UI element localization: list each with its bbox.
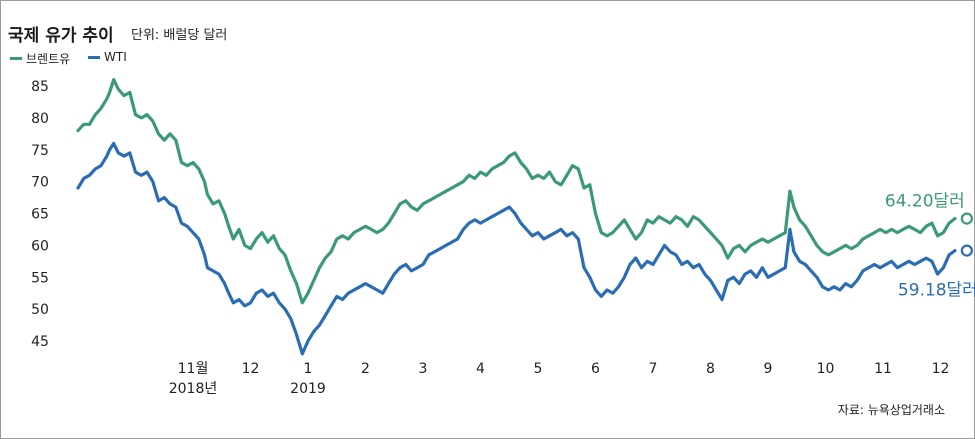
x-tick-label: 12	[242, 361, 260, 377]
x-tick-label: 1	[304, 361, 313, 377]
x-tick-label: 2	[361, 361, 370, 377]
legend-item-brent: 브렌트유	[10, 50, 70, 67]
y-tick-label: 45	[31, 334, 49, 350]
chart-title: 국제 유가 추이	[8, 26, 114, 46]
x-tick-label: 11	[874, 361, 892, 377]
legend-label-brent: 브렌트유	[26, 52, 71, 66]
y-tick-label: 80	[31, 111, 49, 127]
x-tick-sublabel: 2018년	[169, 381, 218, 397]
y-tick-label: 55	[31, 270, 49, 286]
x-tick-label: 4	[476, 361, 485, 377]
x-tick-sublabel: 2019	[290, 381, 326, 397]
y-tick-label: 75	[31, 143, 49, 159]
unit-label: 단위: 배럴당 달러	[131, 28, 228, 43]
x-tick-label: 8	[706, 361, 715, 377]
x-tick-label: 9	[764, 361, 773, 377]
series-line-brent	[76, 78, 957, 305]
legend-label-wti: WTI	[104, 50, 127, 64]
y-tick-label: 65	[31, 207, 49, 223]
x-tick-label: 3	[419, 361, 428, 377]
end-marker-wti	[960, 244, 973, 257]
x-tick-label: 12	[932, 361, 950, 377]
x-tick-label: 10	[817, 361, 835, 377]
end-value-label-brent: 64.20달러	[885, 192, 965, 212]
y-tick-label: 70	[31, 175, 49, 191]
end-marker-brent	[960, 212, 973, 225]
x-tick-label: 6	[591, 361, 600, 377]
x-tick-label: 7	[649, 361, 658, 377]
source-note: 자료: 뉴욕상업거래소	[837, 403, 945, 417]
series-line-wti	[76, 141, 957, 356]
legend-swatch-wti	[88, 55, 100, 59]
x-tick-label: 5	[534, 361, 543, 377]
x-tick-label: 11월	[178, 361, 209, 377]
legend-item-wti: WTI	[88, 50, 127, 64]
y-tick-label: 50	[31, 302, 49, 318]
y-tick-label: 85	[31, 79, 49, 95]
end-value-label-wti: 59.18달러	[898, 281, 975, 301]
legend-swatch-brent	[10, 57, 22, 60]
y-tick-label: 60	[31, 238, 49, 254]
